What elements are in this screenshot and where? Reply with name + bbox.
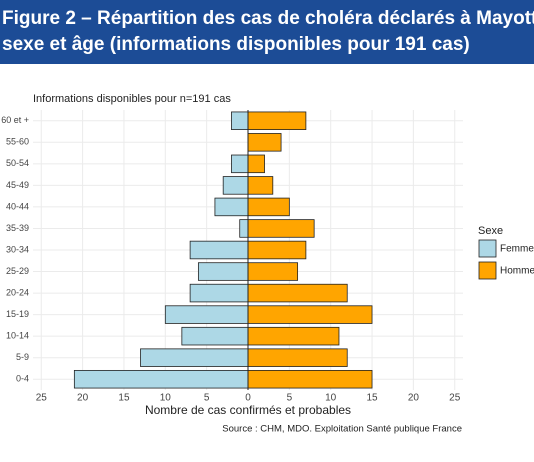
bar [247, 283, 348, 303]
bar [231, 111, 249, 131]
bar [181, 326, 249, 346]
x-tick-label: 0 [245, 393, 251, 404]
bar [73, 369, 249, 389]
legend-title: Sexe [478, 225, 503, 237]
title-banner [0, 0, 534, 64]
x-tick-label: 5 [204, 393, 210, 404]
x-tick-label: 10 [325, 393, 337, 404]
legend-label: Femmes [500, 244, 534, 255]
x-tick-label: 15 [118, 393, 130, 404]
chart-title: sexe et âge (informations disponibles po… [2, 34, 470, 55]
bar [247, 240, 307, 260]
bar [247, 176, 274, 195]
bar [140, 348, 249, 367]
x-tick-label: 25 [36, 393, 48, 404]
chart-title: Figure 2 – Répartition des cas de cholér… [2, 8, 534, 29]
y-tick-label: 0-4 [16, 374, 29, 384]
bar [247, 219, 315, 238]
bar [247, 154, 265, 174]
y-tick-label: 5-9 [16, 352, 29, 362]
bar [247, 369, 373, 389]
bar [189, 283, 249, 303]
bar [239, 219, 249, 238]
x-tick-label: 20 [77, 393, 89, 404]
y-tick-label: 50-54 [6, 158, 29, 168]
source: Source : CHM, MDO. Exploitation Santé pu… [222, 424, 462, 435]
bar [214, 197, 249, 217]
bar [222, 176, 249, 195]
y-tick-label: 35-39 [6, 223, 29, 233]
legend-swatch [478, 261, 497, 280]
y-tick-label: 45-49 [6, 180, 29, 190]
x-tick-label: 15 [366, 393, 378, 404]
bar [197, 262, 249, 281]
bar [231, 154, 249, 174]
y-tick-label: 60 et + [1, 115, 29, 125]
bar [247, 133, 282, 152]
y-tick-label: 40-44 [6, 201, 29, 211]
bar [247, 262, 299, 281]
x-tick-label: 5 [287, 393, 293, 404]
y-tick-label: 25-29 [6, 266, 29, 276]
y-tick-label: 15-19 [6, 309, 29, 319]
y-tick-label: 10-14 [6, 331, 29, 341]
bar [189, 240, 249, 260]
bar [164, 305, 249, 324]
y-tick-label: 55-60 [6, 137, 29, 147]
x-tick-label: 10 [160, 393, 172, 404]
bar [247, 197, 290, 217]
y-tick-label: 20-24 [6, 287, 29, 297]
y-tick-label: 30-34 [6, 244, 29, 254]
bar [247, 326, 340, 346]
bar [247, 348, 348, 367]
x-tick-label: 20 [408, 393, 420, 404]
x-tick-label: 25 [449, 393, 461, 404]
bar [247, 111, 307, 131]
legend-swatch [478, 239, 497, 258]
subtitle: Informations disponibles pour n=191 cas [33, 93, 231, 105]
legend-label: Hommes [500, 266, 534, 277]
bar [247, 305, 373, 324]
x-axis-label: Nombre de cas confirmés et probables [145, 403, 351, 417]
